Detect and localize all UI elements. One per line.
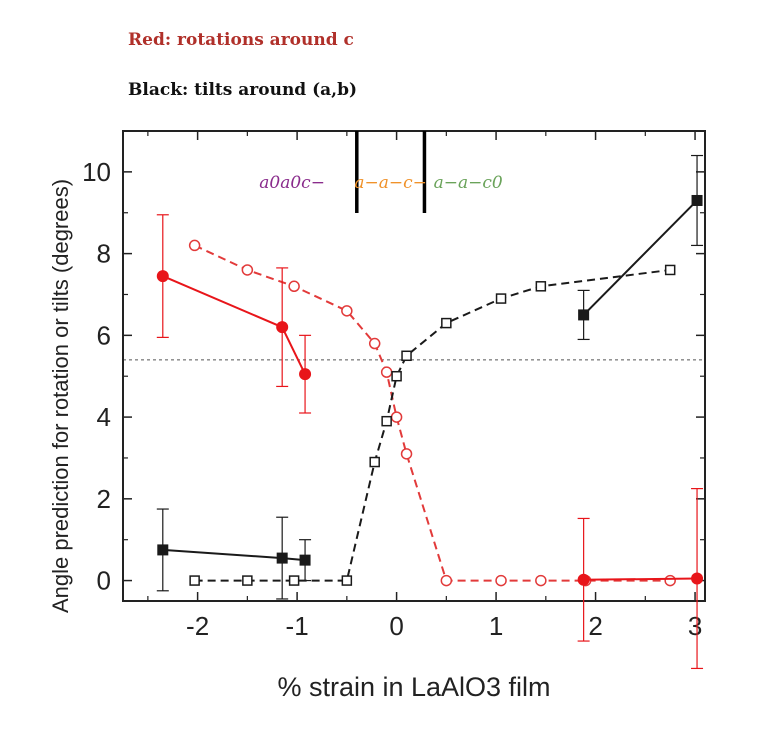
tilt-solid-line xyxy=(582,199,698,316)
x-tick-label: -2 xyxy=(186,611,209,641)
rotation-filled-point xyxy=(156,270,169,283)
x-axis-label: % strain in LaAlO3 film xyxy=(277,672,550,702)
rotation-filled-point xyxy=(276,321,289,334)
tilt-filled-point xyxy=(299,554,311,566)
rotation-open-point xyxy=(368,337,381,350)
y-tick-label: 0 xyxy=(97,566,111,596)
tilt-dashed-line xyxy=(194,268,671,582)
tilt-open-point xyxy=(189,575,200,586)
x-tick-label: 1 xyxy=(489,611,503,641)
plot-frame xyxy=(122,130,706,602)
tilt-open-point xyxy=(369,456,380,468)
rotation-dashed-line xyxy=(194,244,671,582)
x-tick-label: 0 xyxy=(389,611,403,641)
tilt-open-point xyxy=(441,317,452,329)
black-caption: Black: tilts around (a,b) xyxy=(128,80,358,100)
y-tick-label: 8 xyxy=(97,239,111,269)
phase-label: a−a−c− xyxy=(354,173,427,193)
phase-label: a−a−c0 xyxy=(434,173,503,193)
data-series xyxy=(156,154,704,670)
y-tick-label: 10 xyxy=(82,157,111,187)
rotation-open-point xyxy=(341,305,353,317)
rotation-open-point xyxy=(390,411,403,423)
rotation-open-point xyxy=(440,574,453,587)
tilt-filled-point xyxy=(276,552,288,564)
y-tick-label: 2 xyxy=(97,484,111,514)
rotation-open-point xyxy=(380,366,393,378)
tilt-open-point xyxy=(288,575,300,586)
rotation-filled-point xyxy=(691,572,704,585)
y-tick-label: 4 xyxy=(97,402,111,432)
x-tick-label: -1 xyxy=(286,611,309,641)
red-caption: Red: rotations around c xyxy=(128,30,354,50)
tilt-open-point xyxy=(381,415,392,427)
y-tick-label: 6 xyxy=(97,320,111,350)
phase-label: a0a0c− xyxy=(259,173,325,193)
axis-ticks: -2 -1 0 1 2 3 0 2 4 6 8 10 xyxy=(82,131,705,641)
tilt-filled-point xyxy=(157,544,169,556)
x-tick-label: 2 xyxy=(588,611,602,641)
tilt-open-point xyxy=(664,264,676,276)
phase-annotations: a0a0c− a−a−c− a−a−c0 xyxy=(259,131,503,213)
rotation-open-point xyxy=(288,280,300,293)
tilt-open-point xyxy=(391,370,402,382)
rotation-open-point xyxy=(188,239,201,252)
rotation-open-point xyxy=(664,574,676,587)
rotation-open-point xyxy=(535,574,547,587)
rotation-open-point xyxy=(495,574,507,587)
rotation-solid-line xyxy=(583,577,698,581)
rotation-filled-point xyxy=(299,368,312,381)
tilt-open-point xyxy=(535,281,547,292)
x-tick-label: 3 xyxy=(688,611,702,641)
rotation-filled-point xyxy=(577,573,590,586)
tilt-open-point xyxy=(401,350,412,362)
tilt-open-point xyxy=(341,575,353,586)
y-axis-label: Angle prediction for rotation or tilts (… xyxy=(48,179,73,613)
tilt-open-point xyxy=(495,293,507,304)
rotation-open-point xyxy=(400,448,413,460)
tilt-filled-point xyxy=(578,309,590,321)
tilt-open-point xyxy=(242,575,253,586)
rotation-open-point xyxy=(241,264,254,276)
tilt-filled-point xyxy=(691,194,703,206)
